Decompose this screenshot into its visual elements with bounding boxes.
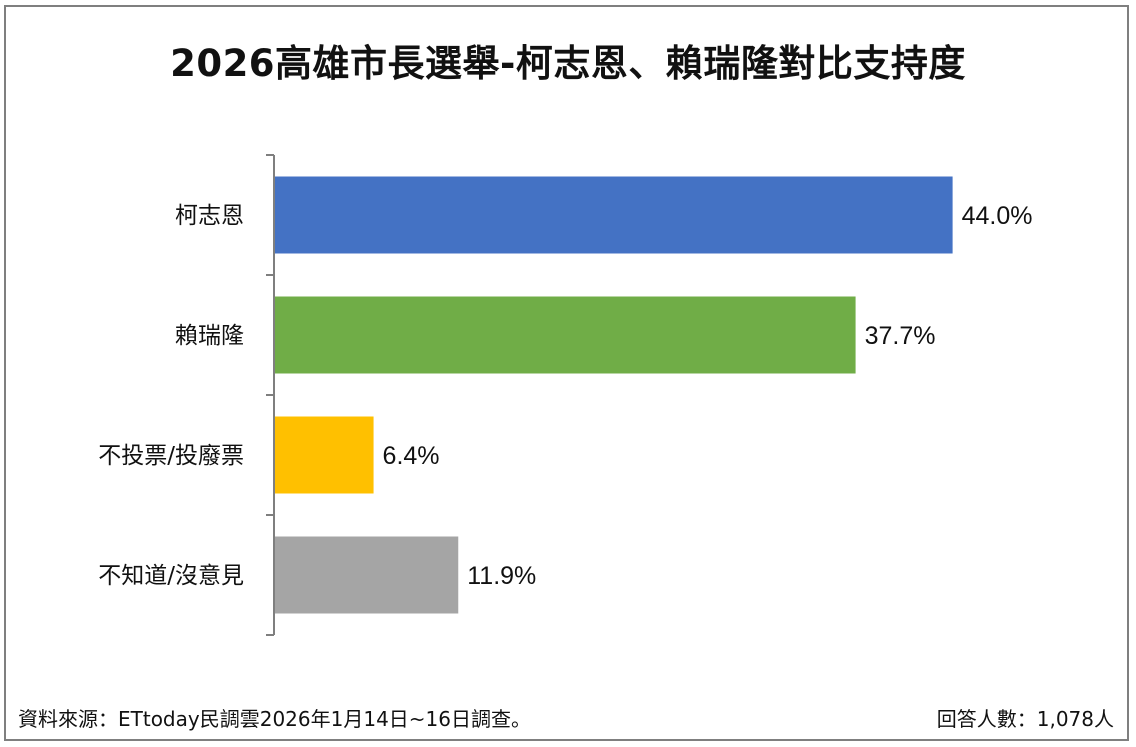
category-label: 賴瑞隆 bbox=[175, 323, 244, 349]
chart-title: 2026高雄市長選舉-柯志恩、賴瑞隆對比支持度 bbox=[170, 42, 966, 85]
axis-layer bbox=[266, 154, 275, 636]
category-label: 柯志恩 bbox=[175, 203, 244, 229]
bar-4 bbox=[275, 536, 459, 614]
bars-layer bbox=[275, 176, 953, 614]
labels-layer: 柯志恩 44.0% 賴瑞隆 37.7% 不投票/投廢票 6.4% 不知道/沒意見 11.9% bbox=[98, 202, 1032, 590]
bar-2 bbox=[275, 296, 856, 374]
bar-1 bbox=[275, 176, 953, 254]
bar-3 bbox=[275, 416, 374, 494]
value-label: 6.4% bbox=[383, 442, 440, 470]
category-label: 不知道/沒意見 bbox=[98, 563, 244, 589]
value-label: 44.0% bbox=[962, 202, 1033, 230]
category-label: 不投票/投廢票 bbox=[98, 443, 244, 469]
respondent-count: 回答人數：1,078人 bbox=[936, 707, 1114, 731]
source-note: 資料來源：ETtoday民調雲2026年1月14日~16日調查。 bbox=[18, 707, 531, 731]
value-label: 11.9% bbox=[467, 562, 536, 590]
value-label: 37.7% bbox=[865, 322, 936, 350]
